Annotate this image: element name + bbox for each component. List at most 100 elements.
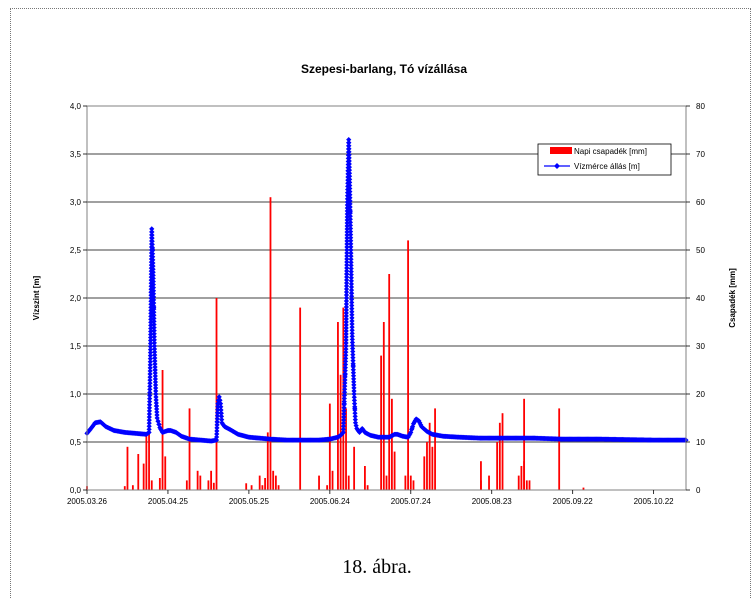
- water-level-marker: [349, 293, 355, 299]
- water-level-marker: [147, 359, 153, 365]
- water-level-marker: [341, 411, 347, 417]
- water-level-marker: [344, 247, 350, 253]
- rain-bar: [158, 478, 161, 490]
- water-level-marker: [147, 356, 153, 362]
- water-level-marker: [347, 201, 353, 207]
- water-level-marker: [147, 340, 154, 347]
- water-level-marker: [343, 307, 349, 313]
- water-level-marker: [150, 260, 156, 266]
- water-level-marker: [215, 401, 221, 407]
- water-level-marker: [151, 318, 157, 325]
- water-level-marker: [349, 339, 356, 346]
- water-level-marker: [151, 328, 157, 334]
- water-level-marker: [347, 228, 354, 235]
- y2-tick-label: 0: [696, 486, 701, 495]
- water-level-marker: [154, 406, 160, 412]
- water-level-marker: [147, 362, 153, 368]
- water-level-marker: [351, 385, 357, 391]
- water-level-marker: [151, 297, 157, 303]
- water-level-marker: [147, 374, 153, 380]
- x-tick-label: 2005.04.25: [148, 497, 189, 506]
- water-level-marker: [346, 137, 352, 143]
- water-level-marker: [341, 414, 347, 420]
- chart-frame: [10, 8, 751, 598]
- water-level-marker: [153, 385, 159, 391]
- rain-bar: [150, 480, 153, 490]
- water-level-marker: [346, 140, 352, 146]
- water-level-marker: [341, 398, 347, 405]
- water-level-marker: [347, 219, 353, 225]
- water-level-marker: [151, 324, 157, 331]
- water-level-marker: [349, 321, 355, 327]
- water-level-marker: [344, 250, 350, 256]
- water-level-marker: [153, 388, 159, 394]
- water-level-marker: [344, 199, 350, 205]
- water-level-marker: [344, 232, 350, 238]
- water-level-marker: [340, 423, 347, 429]
- water-level-marker: [148, 328, 154, 335]
- water-level-marker: [218, 404, 224, 410]
- water-level-marker: [343, 301, 350, 307]
- water-level-marker: [349, 299, 355, 306]
- y-axis-label: Vízszint [m]: [32, 275, 41, 320]
- water-level-marker: [343, 334, 349, 340]
- water-level-marker: [352, 410, 358, 416]
- water-level-marker: [344, 211, 350, 217]
- water-level-marker: [343, 292, 350, 298]
- rain-bar: [272, 470, 275, 490]
- water-level-marker: [348, 262, 354, 269]
- water-level-marker: [151, 346, 158, 352]
- y2-tick-label: 20: [696, 390, 705, 399]
- water-level-marker: [347, 216, 353, 222]
- water-level-marker: [351, 382, 357, 388]
- water-level-marker: [214, 410, 221, 416]
- water-level-marker: [351, 388, 357, 394]
- water-level-marker: [344, 256, 350, 262]
- water-level-marker: [146, 426, 152, 432]
- water-level-marker: [153, 397, 159, 403]
- water-level-marker: [350, 364, 356, 370]
- rain-bar: [423, 456, 426, 490]
- water-level-marker: [346, 167, 353, 173]
- water-level-marker: [147, 380, 153, 386]
- water-level-marker: [150, 291, 157, 297]
- water-level-marker: [349, 342, 356, 349]
- water-level-marker: [147, 353, 154, 359]
- y-tick-label: 1,0: [70, 390, 82, 399]
- water-level-marker: [352, 413, 358, 419]
- rain-bar: [393, 451, 396, 490]
- rain-bar: [331, 470, 334, 490]
- water-level-marker: [349, 330, 355, 336]
- water-level-marker: [351, 379, 357, 385]
- water-level-marker: [153, 403, 160, 409]
- y2-tick-label: 80: [696, 102, 705, 111]
- y-tick-label: 0,5: [70, 438, 82, 447]
- water-level-marker: [344, 196, 351, 202]
- water-level-marker: [149, 229, 155, 235]
- water-level-marker: [149, 241, 155, 247]
- x-tick-label: 2005.06.24: [310, 497, 351, 506]
- rain-bar: [250, 485, 253, 490]
- water-level-marker: [344, 268, 350, 274]
- x-tick-label: 2005.10.22: [634, 497, 675, 506]
- water-level-marker: [149, 238, 155, 244]
- water-level-marker: [343, 310, 349, 316]
- water-level-marker: [346, 146, 352, 152]
- rain-bar: [328, 403, 331, 490]
- rain-bar: [188, 408, 191, 490]
- x-axis-ticks: 2005.03.26 2005.04.25 2005.05.25 2005.06.24…: [67, 490, 674, 506]
- water-level-marker: [350, 367, 356, 373]
- water-level-marker: [350, 358, 356, 364]
- water-level-marker: [216, 394, 222, 400]
- water-level-marker: [150, 275, 156, 282]
- water-level-marker: [152, 370, 158, 376]
- water-level-marker: [147, 392, 153, 399]
- rain-bar: [382, 322, 385, 490]
- y2-axis-label: Csapadék [mm]: [728, 268, 737, 328]
- water-level-marker: [340, 426, 347, 432]
- water-level-marker: [150, 272, 156, 278]
- water-level-marker: [350, 351, 356, 358]
- water-level-marker: [350, 373, 357, 379]
- water-level-marker: [152, 352, 158, 358]
- rain-bar: [123, 486, 126, 490]
